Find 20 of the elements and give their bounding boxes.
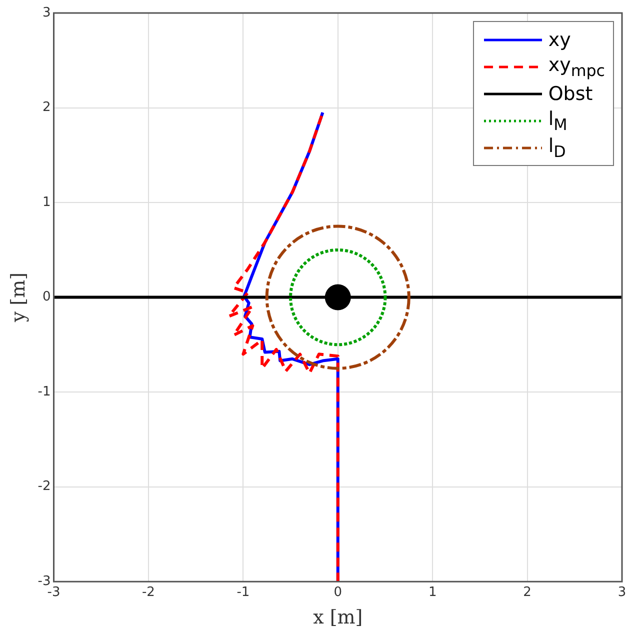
- x-tick-label: -2: [142, 584, 155, 600]
- y-tick-label: 3: [42, 5, 51, 20]
- y-tick-label: 0: [42, 290, 51, 305]
- y-axis-title: y [m]: [7, 272, 30, 324]
- y-tick-label: -1: [38, 384, 51, 400]
- y-tick-label: -2: [38, 479, 51, 494]
- legend-label: l$_{D}$: [548, 134, 566, 160]
- x-tick-label: 1: [428, 584, 437, 600]
- x-tick-label: 2: [523, 584, 532, 600]
- legend-label: xy$_{mpc}$: [548, 54, 605, 80]
- x-tick-label: 0: [334, 584, 342, 600]
- legend-label: Obst: [548, 82, 593, 104]
- x-axis-title: x [m]: [313, 606, 363, 629]
- y-tick-label: 2: [42, 100, 51, 116]
- x-tick-label: -1: [236, 584, 250, 600]
- y-tick-label: 1: [42, 194, 51, 210]
- legend-label: l$_{M}$: [548, 108, 568, 134]
- y-tick-label: -3: [38, 574, 51, 589]
- legend-label: xy: [548, 28, 571, 50]
- x-tick-label: 3: [618, 584, 626, 600]
